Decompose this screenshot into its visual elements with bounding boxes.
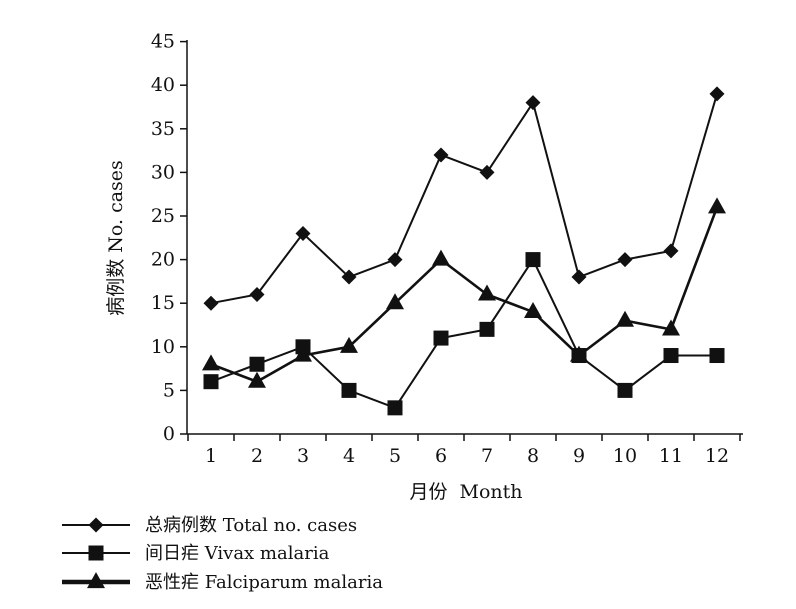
x-tick-label: 11 xyxy=(659,445,683,467)
x-tick-label: 5 xyxy=(389,445,401,467)
square-point xyxy=(525,252,541,268)
diamond-point xyxy=(525,95,541,111)
triangle-point xyxy=(708,197,726,214)
triangle-point xyxy=(294,345,312,362)
series-line xyxy=(210,206,719,383)
square-point xyxy=(663,348,679,364)
y-axis-ticks: 0 5 10 15 20 25 30 35 40 45 xyxy=(151,31,187,445)
legend-item: 总病例数 Total no. cases xyxy=(62,515,357,536)
square-point xyxy=(617,382,633,398)
diamond-point xyxy=(663,243,679,259)
legend-item: 间日疟 Vivax malaria xyxy=(62,543,330,564)
diamond-point xyxy=(295,225,311,241)
y-tick-label: 25 xyxy=(151,205,175,227)
diamond-point xyxy=(571,269,587,285)
y-tick-label: 15 xyxy=(151,292,175,314)
y-tick-label: 30 xyxy=(151,161,175,183)
series-line xyxy=(210,258,717,409)
y-tick-label: 20 xyxy=(151,249,175,271)
y-tick-label: 10 xyxy=(151,336,175,358)
x-tick-label: 3 xyxy=(297,445,309,467)
x-tick-label: 8 xyxy=(527,445,539,467)
legend-item: 恶性疟 Falciparum malaria xyxy=(62,572,383,593)
diamond-point xyxy=(249,286,265,302)
legend-label: 总病例数 Total no. cases xyxy=(145,515,357,536)
y-tick-label: 35 xyxy=(151,118,175,140)
x-tick-label: 6 xyxy=(435,445,447,467)
triangle-point xyxy=(248,371,266,388)
x-tick-label: 2 xyxy=(251,445,263,467)
triangle-point xyxy=(478,284,496,301)
square-point xyxy=(709,348,725,364)
diamond-point xyxy=(203,295,219,311)
x-axis-ticks: 1 2 3 4 5 6 7 8 9 10 11 12 xyxy=(187,434,741,467)
diamond-point xyxy=(387,252,403,268)
triangle-point xyxy=(570,345,588,362)
series-diamond xyxy=(203,86,725,311)
triangle-point xyxy=(202,354,220,371)
x-tick-label: 12 xyxy=(705,445,729,467)
series-layer xyxy=(202,86,726,416)
x-tick-label: 10 xyxy=(613,445,637,467)
triangle-point xyxy=(616,310,634,327)
series-line xyxy=(210,93,718,305)
square-point xyxy=(249,356,265,372)
x-tick-label: 1 xyxy=(205,445,217,467)
y-tick-label: 0 xyxy=(163,423,175,445)
x-tick-label: 7 xyxy=(481,445,493,467)
triangle-point xyxy=(662,319,680,336)
square-point xyxy=(341,382,357,398)
legend-label: 间日疟 Vivax malaria xyxy=(145,543,330,564)
legend-marker xyxy=(88,545,104,561)
x-tick-label: 9 xyxy=(573,445,585,467)
triangle-point xyxy=(432,249,450,266)
y-tick-label: 5 xyxy=(163,379,175,401)
square-point xyxy=(433,330,449,346)
y-tick-label: 45 xyxy=(151,31,175,53)
legend: 总病例数 Total no. cases 间日疟 Vivax malaria 恶性疟… xyxy=(62,515,383,593)
square-point xyxy=(387,400,403,416)
triangle-point xyxy=(386,293,404,310)
legend-marker xyxy=(88,517,104,533)
square-point xyxy=(203,374,219,390)
diamond-point xyxy=(341,269,357,285)
diamond-point xyxy=(709,86,725,102)
series-triangle xyxy=(202,197,726,388)
diamond-point xyxy=(617,252,633,268)
x-tick-label: 4 xyxy=(343,445,355,467)
legend-label: 恶性疟 Falciparum malaria xyxy=(145,572,383,593)
x-axis-label: 月份 Month xyxy=(409,481,522,503)
y-axis-label: 病例数 No. cases xyxy=(105,160,127,316)
y-tick-label: 40 xyxy=(151,74,175,96)
square-point xyxy=(479,321,495,337)
triangle-point xyxy=(524,302,542,318)
legend-marker xyxy=(87,572,105,589)
diamond-point xyxy=(479,164,495,180)
diamond-point xyxy=(433,147,449,163)
triangle-point xyxy=(340,336,358,353)
